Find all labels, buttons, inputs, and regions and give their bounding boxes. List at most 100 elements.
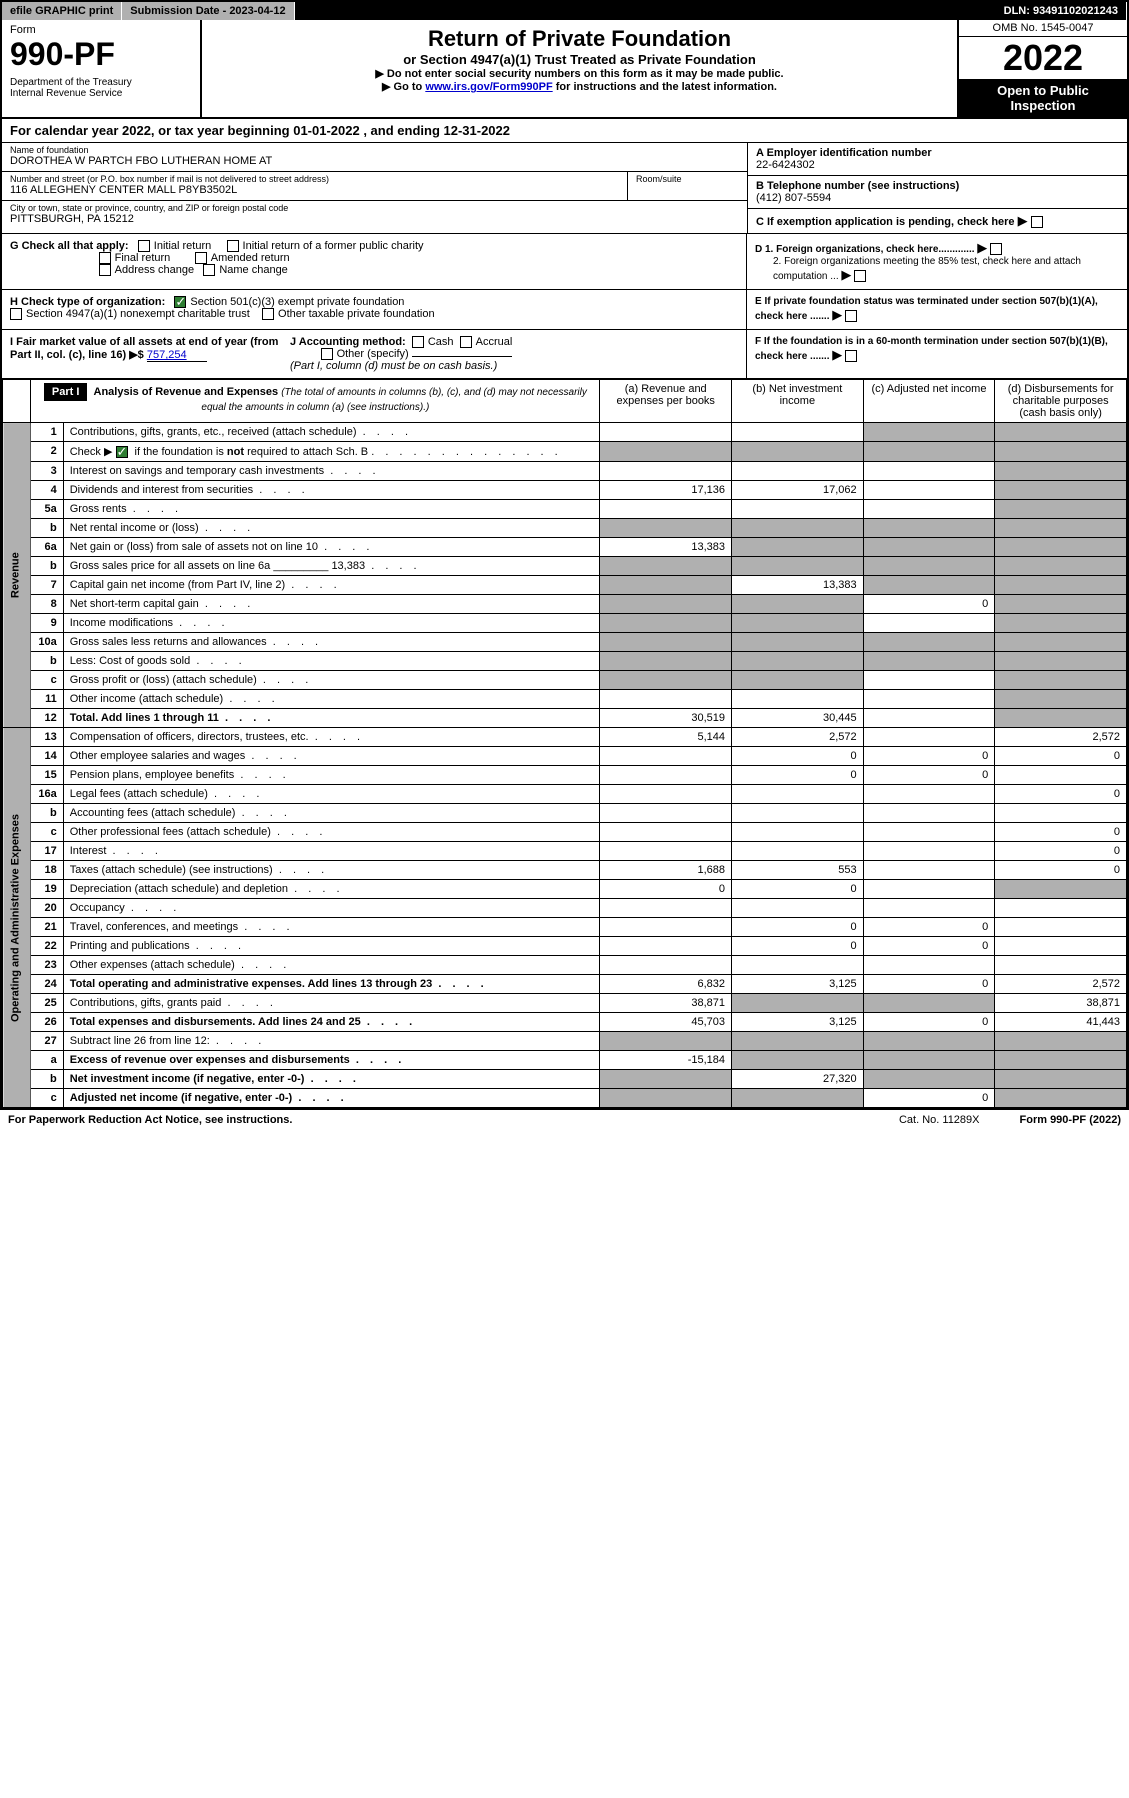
h-4947-cb[interactable] (10, 308, 22, 320)
amount-cell (600, 423, 732, 442)
j-cash-cb[interactable] (412, 336, 424, 348)
c-label: C If exemption application is pending, c… (756, 216, 1015, 228)
amount-cell (995, 709, 1127, 728)
amount-cell (863, 842, 995, 861)
amount-cell: 0 (732, 766, 864, 785)
i-value[interactable]: 757,254 (147, 349, 207, 362)
amount-cell (995, 652, 1127, 671)
amount-cell (863, 1051, 995, 1070)
irs-link[interactable]: www.irs.gov/Form990PF (425, 81, 552, 93)
calendar-year: For calendar year 2022, or tax year begi… (2, 119, 1127, 143)
d2-label: 2. Foreign organizations meeting the 85%… (773, 256, 1081, 282)
line-desc: Pension plans, employee benefits . . . . (63, 766, 600, 785)
instr-ssn: ▶ Do not enter social security numbers o… (208, 67, 951, 80)
line-desc: Occupancy . . . . (63, 899, 600, 918)
amount-cell: 5,144 (600, 728, 732, 747)
g-amended-cb[interactable] (195, 252, 207, 264)
amount-cell: 30,519 (600, 709, 732, 728)
amount-cell (995, 1032, 1127, 1051)
h-501c3-cb[interactable] (174, 296, 186, 308)
amount-cell (863, 785, 995, 804)
city-state-zip: PITTSBURGH, PA 15212 (2, 213, 747, 229)
line-desc: Other professional fees (attach schedule… (63, 823, 600, 842)
amount-cell (995, 880, 1127, 899)
amount-cell (995, 614, 1127, 633)
j-other-cb[interactable] (321, 348, 333, 360)
ein-value: 22-6424302 (756, 159, 1119, 171)
amount-cell (863, 861, 995, 880)
line-desc: Contributions, gifts, grants, etc., rece… (63, 423, 600, 442)
line-number: 12 (31, 709, 63, 728)
form-footer: Form 990-PF (2022) (1020, 1114, 1122, 1126)
amount-cell (863, 709, 995, 728)
line-desc: Travel, conferences, and meetings . . . … (63, 918, 600, 937)
amount-cell: 0 (600, 880, 732, 899)
line-desc: Interest on savings and temporary cash i… (63, 462, 600, 481)
amount-cell: 38,871 (995, 994, 1127, 1013)
line-desc: Total operating and administrative expen… (63, 975, 600, 994)
line-number: c (31, 823, 63, 842)
amount-cell (863, 538, 995, 557)
c-checkbox[interactable] (1031, 216, 1043, 228)
g-initial-cb[interactable] (138, 240, 150, 252)
g-initial-former-cb[interactable] (227, 240, 239, 252)
pra-notice: For Paperwork Reduction Act Notice, see … (8, 1114, 292, 1126)
amount-cell (995, 1089, 1127, 1108)
col-a-header: (a) Revenue and expenses per books (600, 380, 732, 423)
d2-cb[interactable] (854, 270, 866, 282)
line-desc: Adjusted net income (if negative, enter … (63, 1089, 600, 1108)
e-cb[interactable] (845, 310, 857, 322)
d1-cb[interactable] (990, 243, 1002, 255)
amount-cell (600, 595, 732, 614)
j-note: (Part I, column (d) must be on cash basi… (290, 360, 497, 372)
h-other-cb[interactable] (262, 308, 274, 320)
amount-cell (600, 1070, 732, 1089)
g-name-cb[interactable] (203, 264, 215, 276)
line-number: b (31, 519, 63, 538)
amount-cell (863, 614, 995, 633)
line-number: 9 (31, 614, 63, 633)
line-number: 14 (31, 747, 63, 766)
name-label: Name of foundation (2, 143, 747, 155)
line-desc: Contributions, gifts, grants paid . . . … (63, 994, 600, 1013)
line-desc: Other employee salaries and wages . . . … (63, 747, 600, 766)
efile-label[interactable]: efile GRAPHIC print (2, 2, 122, 20)
tel-value: (412) 807-5594 (756, 192, 1119, 204)
amount-cell: 0 (863, 918, 995, 937)
line-number: 7 (31, 576, 63, 595)
amount-cell: 2,572 (995, 975, 1127, 994)
amount-cell (600, 1089, 732, 1108)
amount-cell (732, 899, 864, 918)
amount-cell (600, 842, 732, 861)
part1-header: Part I (44, 383, 88, 401)
amount-cell (732, 557, 864, 576)
amount-cell (600, 956, 732, 975)
f-label: F If the foundation is in a 60-month ter… (755, 336, 1108, 362)
line-number: 13 (31, 728, 63, 747)
amount-cell (732, 595, 864, 614)
amount-cell (863, 671, 995, 690)
form-title: Return of Private Foundation (208, 26, 951, 52)
g-label: G Check all that apply: (10, 240, 129, 252)
line-number: 11 (31, 690, 63, 709)
line-desc: Total. Add lines 1 through 11 . . . . (63, 709, 600, 728)
g-addr-cb[interactable] (99, 264, 111, 276)
line-desc: Net short-term capital gain . . . . (63, 595, 600, 614)
g-final-cb[interactable] (99, 252, 111, 264)
amount-cell (732, 462, 864, 481)
amount-cell (863, 994, 995, 1013)
amount-cell (995, 937, 1127, 956)
city-label: City or town, state or province, country… (2, 201, 747, 213)
schB-checkbox[interactable] (116, 446, 128, 458)
line-number: b (31, 804, 63, 823)
amount-cell (600, 614, 732, 633)
amount-cell: 17,062 (732, 481, 864, 500)
open-public: Open to Public Inspection (959, 79, 1127, 117)
amount-cell (732, 633, 864, 652)
tel-label: B Telephone number (see instructions) (756, 180, 1119, 192)
amount-cell (732, 1051, 864, 1070)
amount-cell (600, 652, 732, 671)
j-accrual-cb[interactable] (460, 336, 472, 348)
f-cb[interactable] (845, 350, 857, 362)
line-number: 26 (31, 1013, 63, 1032)
